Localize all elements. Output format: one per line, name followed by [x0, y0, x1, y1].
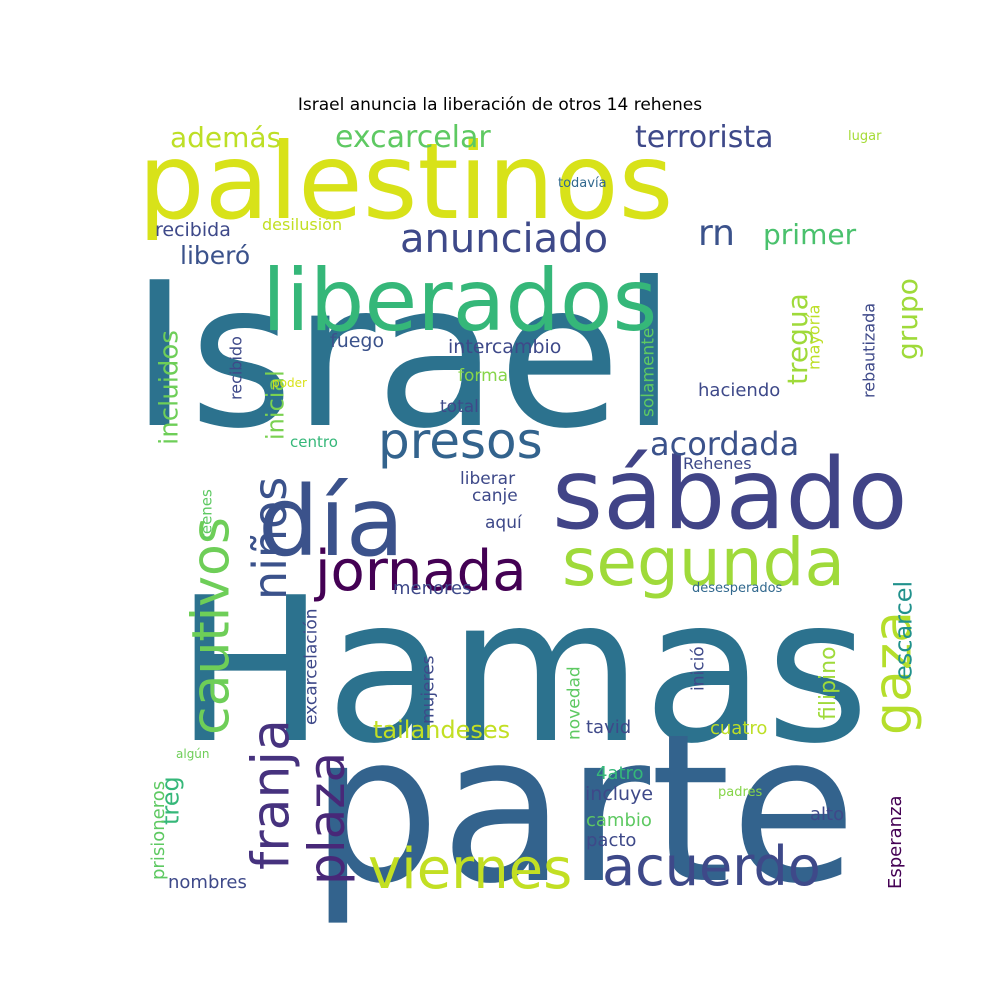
word-inicial: inicial — [262, 370, 290, 440]
word-cambio: cambio — [586, 810, 652, 831]
word-padres: padres — [718, 785, 763, 800]
word-recibido: recibido — [226, 336, 245, 400]
word-liberados: liberados — [262, 251, 657, 351]
word-presos: presos — [378, 412, 543, 470]
word-parte: parte — [310, 691, 857, 929]
word-inició: inició — [688, 646, 708, 691]
word-nombres: nombres — [168, 872, 247, 893]
word-excarcelación: excarcelación — [301, 609, 321, 726]
word-jornada: jornada — [313, 539, 527, 604]
word-acuerdo: acuerdo — [602, 835, 821, 898]
word-plaza: plaza — [298, 752, 356, 885]
word-solamente: solamente — [638, 328, 658, 417]
word-israel: Israel — [130, 240, 677, 473]
word-viernes: viernes — [368, 837, 572, 902]
word-cuatro: cuatro — [710, 718, 767, 739]
word-rn: rn — [698, 213, 735, 254]
word-intercambio: intercambio — [448, 336, 561, 358]
word-prisioneros: prisioneros — [148, 781, 169, 880]
word-poder: poder — [272, 376, 307, 390]
word-tregua: tregua — [781, 293, 814, 385]
word-tavid: tavid — [586, 717, 631, 738]
word-liberó: liberó — [180, 241, 250, 270]
word-escarcel: escarcel — [890, 581, 918, 680]
word-tailandeses: tailandeses — [373, 716, 510, 744]
chart-title: Israel anuncia la liberación de otros 14… — [297, 95, 703, 115]
word-palestinos: palestinos — [138, 121, 673, 243]
word-hamas: Hamas — [175, 555, 870, 788]
word-canje: canje — [472, 486, 518, 506]
word-novedad: novedad — [564, 666, 584, 740]
word-treg: treg — [157, 776, 185, 825]
word-liberar: liberar — [460, 469, 515, 489]
word-recibida: recibida — [155, 219, 231, 241]
word-desesperados: desesperados — [692, 581, 783, 596]
word-fuego: fuego — [330, 330, 384, 352]
word-primer: primer — [763, 218, 857, 251]
word-centro: centro — [290, 433, 338, 451]
word-total: total — [440, 397, 479, 417]
word-filipino: filipino — [816, 646, 841, 720]
word-gaza: gaza — [864, 611, 924, 735]
word-además: además — [170, 121, 281, 154]
word-pacto: pacto — [586, 830, 636, 851]
word-4atro: 4atro — [596, 763, 644, 784]
word-anunciado: anunciado — [400, 216, 608, 262]
word-rehenes: Rehenes — [683, 454, 752, 473]
word-excarcelar: excarcelar — [335, 120, 491, 155]
word-niños: niños — [243, 477, 297, 600]
word-acordada: acordada — [650, 425, 799, 463]
word-mayoría: mayoría — [804, 305, 823, 370]
word-algún: algún — [176, 747, 210, 761]
word-esperanza: Esperanza — [885, 795, 906, 889]
word-haciendo: haciendo — [698, 380, 780, 401]
word-forma: forma — [458, 366, 508, 386]
word-rebautizada: rebautizada — [859, 303, 878, 398]
word-lugar: lugar — [848, 129, 882, 144]
word-incluye: incluye — [585, 783, 653, 805]
word-segunda: segunda — [562, 524, 845, 601]
word-aquí: aquí — [485, 513, 523, 533]
word-todavía: todavía — [558, 176, 607, 191]
word-sábado: sábado — [552, 438, 908, 552]
word-alto: alto — [810, 804, 844, 825]
word-cautivos: cautivos — [182, 517, 242, 735]
word-día: día — [258, 466, 404, 578]
word-mujeres: mujeres — [418, 655, 438, 724]
word-incluidos: incluidos — [154, 330, 184, 445]
word-franja: franja — [242, 719, 302, 870]
word-terrorista: terrorista — [635, 120, 774, 155]
word-reenes: reenes — [198, 489, 216, 540]
word-grupo: grupo — [891, 278, 924, 360]
word-desilusión: desilusión — [262, 215, 342, 234]
word-menores: menores — [393, 578, 472, 599]
